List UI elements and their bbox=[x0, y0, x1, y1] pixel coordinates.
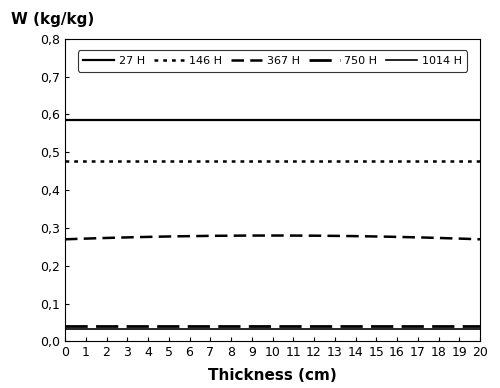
Legend: 27 H, 146 H, 367 H, 750 H, 1014 H: 27 H, 146 H, 367 H, 750 H, 1014 H bbox=[78, 50, 468, 71]
X-axis label: Thickness (cm): Thickness (cm) bbox=[208, 368, 337, 383]
Text: W (kg/kg): W (kg/kg) bbox=[11, 12, 94, 27]
